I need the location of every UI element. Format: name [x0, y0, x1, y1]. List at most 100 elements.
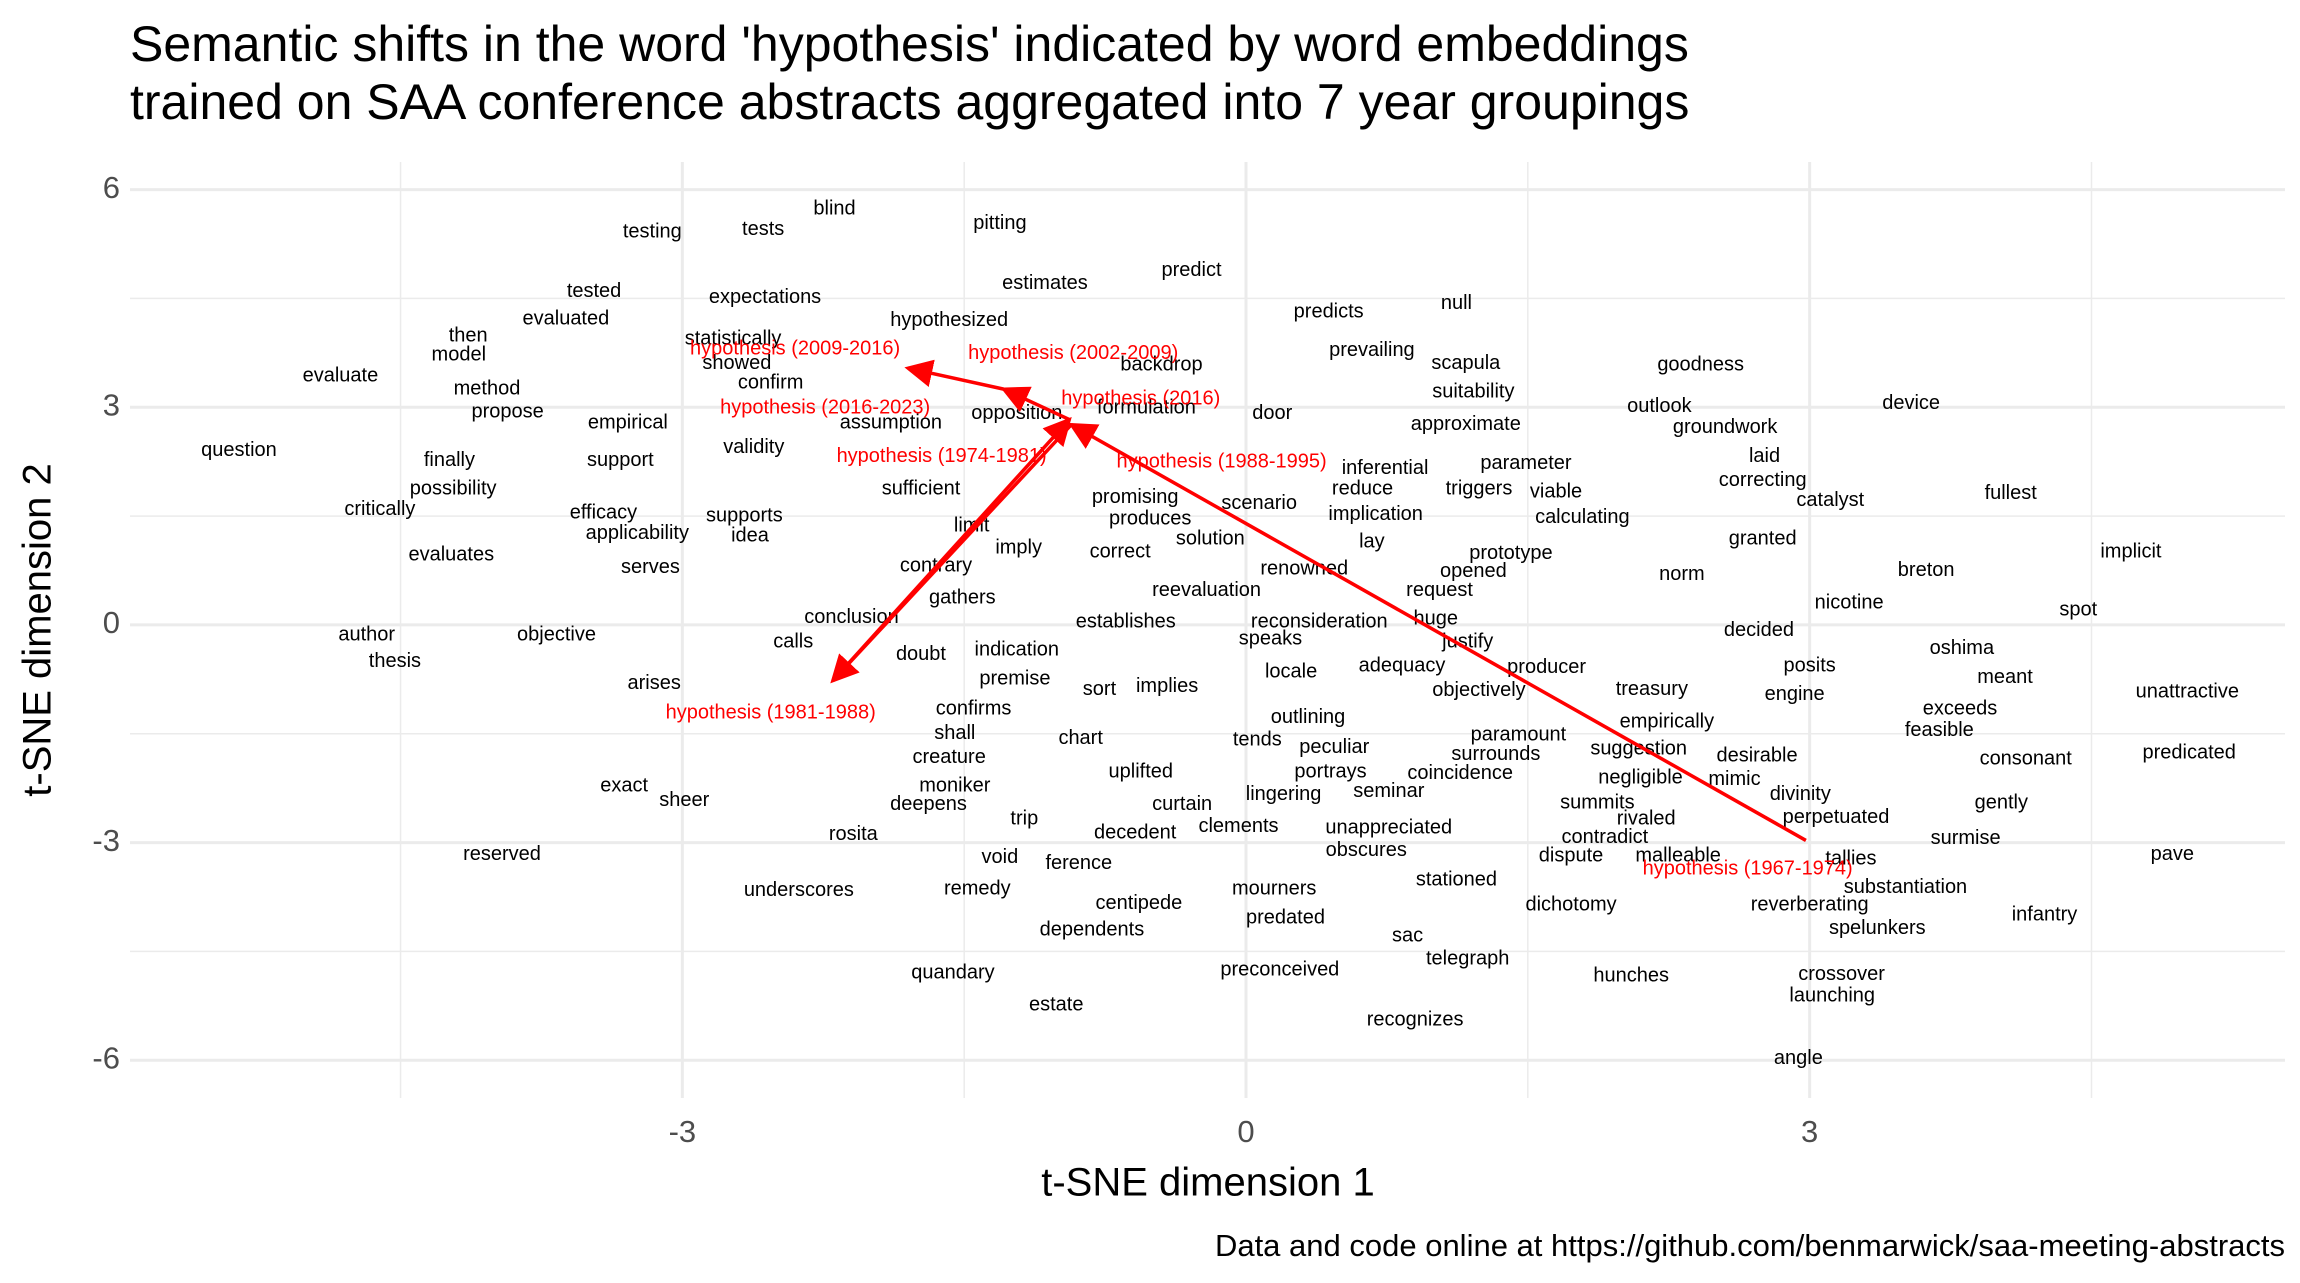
- word-label: renowned: [1260, 557, 1348, 579]
- word-label: rivaled: [1617, 808, 1676, 830]
- word-label: sufficient: [882, 478, 961, 500]
- word-label: quandary: [911, 961, 994, 983]
- word-label: catalyst: [1796, 489, 1864, 511]
- word-label: calculating: [1535, 506, 1630, 528]
- word-label: parameter: [1480, 452, 1571, 474]
- word-label: scapula: [1431, 352, 1501, 374]
- word-label: pave: [2151, 843, 2194, 865]
- word-label: groundwork: [1673, 416, 1779, 438]
- word-label: launching: [1789, 985, 1875, 1007]
- word-label: predated: [1246, 906, 1325, 928]
- word-label: tends: [1233, 729, 1282, 751]
- word-label: portrays: [1294, 760, 1366, 782]
- word-label: trip: [1010, 808, 1038, 830]
- word-label: empirical: [588, 411, 668, 433]
- word-label: estate: [1029, 993, 1083, 1015]
- word-label: speaks: [1239, 628, 1302, 650]
- word-label: expectations: [709, 286, 821, 308]
- word-label: angle: [1774, 1047, 1823, 1069]
- word-label: suggestion: [1590, 737, 1687, 759]
- word-label: pitting: [973, 212, 1026, 234]
- word-label: reverberating: [1751, 893, 1869, 915]
- word-label: hunches: [1593, 964, 1669, 986]
- word-label: centipede: [1096, 892, 1183, 914]
- word-label: decedent: [1094, 821, 1177, 843]
- word-label: model: [432, 343, 486, 365]
- word-label: request: [1406, 579, 1473, 601]
- y-axis-title: t-SNE dimension 2: [16, 463, 60, 796]
- word-label: door: [1252, 402, 1292, 424]
- word-label: dispute: [1539, 845, 1604, 867]
- word-label: stationed: [1416, 869, 1497, 891]
- word-label: tested: [567, 280, 621, 302]
- word-label: norm: [1659, 563, 1705, 585]
- word-label: device: [1882, 392, 1940, 414]
- word-label: malleable: [1635, 845, 1721, 867]
- word-label: possibility: [410, 478, 497, 500]
- word-label: engine: [1765, 683, 1825, 705]
- word-label: goodness: [1657, 353, 1744, 375]
- word-label: producer: [1507, 656, 1586, 678]
- word-label: scenario: [1221, 492, 1297, 514]
- word-label: solution: [1176, 528, 1245, 550]
- word-label: supports: [706, 504, 783, 526]
- word-label: mourners: [1232, 877, 1316, 899]
- word-label: evaluates: [408, 544, 494, 566]
- word-label: finally: [424, 449, 475, 471]
- word-label: implicit: [2100, 541, 2162, 563]
- word-label: exact: [600, 774, 648, 796]
- x-tick-label: -3: [669, 1114, 697, 1149]
- word-label: predicts: [1294, 300, 1364, 322]
- word-label: desirable: [1716, 745, 1797, 767]
- word-label: remedy: [944, 877, 1011, 899]
- word-label: summits: [1560, 792, 1634, 814]
- word-label: surrounds: [1451, 743, 1540, 765]
- word-label: implies: [1136, 675, 1198, 697]
- word-label: author: [338, 623, 395, 645]
- word-label: confirms: [936, 697, 1012, 719]
- word-label: critically: [344, 498, 415, 520]
- word-label: method: [454, 377, 521, 399]
- word-label: establishes: [1076, 610, 1176, 632]
- word-label: sheer: [659, 789, 709, 811]
- word-label: prevailing: [1329, 339, 1415, 361]
- word-label: mimic: [1708, 768, 1760, 790]
- word-label: spelunkers: [1829, 917, 1926, 939]
- word-label: sac: [1392, 924, 1423, 946]
- word-label: negligible: [1598, 766, 1683, 788]
- word-label: null: [1441, 292, 1472, 314]
- word-label: hypothesis (2009-2016): [690, 337, 900, 359]
- word-label: recognizes: [1367, 1009, 1464, 1031]
- word-label: applicability: [586, 522, 689, 544]
- word-label: implication: [1328, 503, 1422, 525]
- word-label: sort: [1083, 678, 1117, 700]
- word-label: blind: [813, 197, 855, 219]
- word-label: nicotine: [1815, 591, 1884, 613]
- word-label: crossover: [1798, 963, 1885, 985]
- word-label: empirically: [1620, 710, 1714, 732]
- word-label: locale: [1265, 660, 1317, 682]
- word-label: peculiar: [1299, 736, 1369, 758]
- word-label: approximate: [1411, 413, 1521, 435]
- word-label: reevaluation: [1152, 579, 1261, 601]
- word-label: oshima: [1930, 637, 1995, 659]
- word-label: uplifted: [1109, 760, 1174, 782]
- word-label: opposition: [971, 402, 1062, 424]
- word-label: hypothesis (1981-1988): [666, 702, 876, 724]
- word-label: clements: [1198, 815, 1278, 837]
- word-label: huge: [1414, 607, 1459, 629]
- word-label: backdrop: [1120, 353, 1202, 375]
- word-label: testing: [623, 221, 682, 243]
- word-label: gently: [1975, 792, 2028, 814]
- chart-title: Semantic shifts in the word 'hypothesis'…: [130, 16, 1689, 72]
- word-label: serves: [621, 556, 680, 578]
- word-label: granted: [1729, 528, 1797, 550]
- word-label: decided: [1724, 619, 1794, 641]
- word-label: spot: [2059, 599, 2097, 621]
- word-label: posits: [1784, 655, 1836, 677]
- word-label: propose: [472, 401, 544, 423]
- grid: -3 0 3 -6 -3 0 3 6: [92, 162, 2285, 1149]
- y-tick-label: 0: [103, 605, 120, 640]
- word-label: promising: [1092, 486, 1179, 508]
